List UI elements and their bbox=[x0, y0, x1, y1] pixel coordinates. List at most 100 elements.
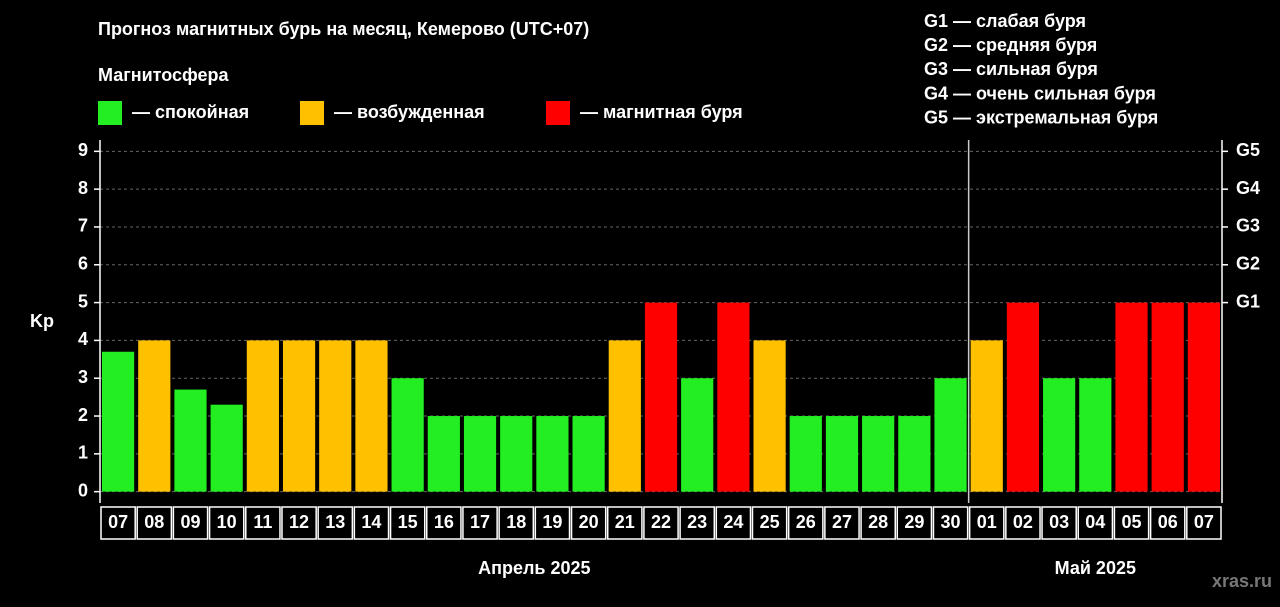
bar bbox=[1187, 302, 1220, 492]
x-tick-label: 07 bbox=[1194, 512, 1214, 532]
bar bbox=[102, 351, 135, 492]
bar bbox=[934, 378, 967, 492]
storm-scale-item: G4 — очень сильная буря bbox=[924, 83, 1156, 103]
bar bbox=[1079, 378, 1112, 492]
category-cell bbox=[389, 506, 426, 540]
bar bbox=[572, 416, 605, 492]
bar bbox=[825, 416, 859, 492]
legend-swatch bbox=[98, 101, 122, 125]
bar bbox=[391, 378, 424, 492]
y-tick-label: 1 bbox=[78, 443, 88, 463]
category-cell bbox=[425, 506, 462, 540]
x-tick-label: 20 bbox=[579, 512, 599, 532]
storm-scale-item: G5 — экстремальная буря bbox=[924, 108, 1158, 128]
bar bbox=[536, 416, 569, 492]
category-cell bbox=[896, 506, 933, 540]
bar bbox=[282, 340, 316, 492]
storm-scale-item: G1 — слабая буря bbox=[924, 11, 1086, 31]
category-cell bbox=[932, 506, 969, 540]
category-cell bbox=[751, 506, 788, 540]
x-tick-label: 30 bbox=[941, 512, 961, 532]
bar bbox=[898, 416, 931, 492]
category-cell bbox=[317, 506, 354, 540]
legend-swatch bbox=[300, 101, 324, 125]
y-tick-label: 4 bbox=[78, 329, 88, 349]
y-tick-label: 6 bbox=[78, 254, 88, 274]
category-cell bbox=[1186, 506, 1222, 540]
category-cell bbox=[281, 506, 317, 540]
x-tick-label: 15 bbox=[398, 512, 418, 532]
category-cell bbox=[643, 506, 679, 540]
x-tick-label: 13 bbox=[325, 512, 345, 532]
x-tick-label: 18 bbox=[506, 512, 526, 532]
x-tick-label: 28 bbox=[868, 512, 888, 532]
category-cell bbox=[100, 506, 136, 540]
bar bbox=[717, 302, 750, 492]
category-cell bbox=[715, 506, 752, 540]
x-tick-label: 12 bbox=[289, 512, 309, 532]
legend-swatch bbox=[546, 101, 570, 125]
month-label: Апрель 2025 bbox=[478, 558, 590, 578]
x-tick-label: 07 bbox=[108, 512, 128, 532]
month-label: Май 2025 bbox=[1055, 558, 1136, 578]
storm-scale-item: G2 — средняя буря bbox=[924, 35, 1097, 55]
bar bbox=[355, 340, 388, 492]
bar bbox=[246, 340, 279, 492]
y-tick-label: 7 bbox=[78, 216, 88, 236]
y-tick-label: 8 bbox=[78, 178, 88, 198]
bar bbox=[862, 416, 895, 492]
y-tick-label: 2 bbox=[78, 405, 88, 425]
y-tick-label: 9 bbox=[78, 140, 88, 160]
chart-title: Прогноз магнитных бурь на месяц, Кемеров… bbox=[98, 19, 589, 39]
x-tick-label: 08 bbox=[144, 512, 164, 532]
chart-subtitle: Магнитосфера bbox=[98, 65, 230, 85]
y2-tick-label: G4 bbox=[1236, 178, 1260, 198]
category-cell bbox=[172, 506, 209, 540]
bar bbox=[174, 389, 207, 492]
bar bbox=[463, 416, 497, 492]
x-tick-label: 04 bbox=[1085, 512, 1105, 532]
x-tick-label: 01 bbox=[977, 512, 997, 532]
category-cell bbox=[606, 506, 643, 540]
category-cell bbox=[136, 506, 173, 540]
x-tick-label: 14 bbox=[361, 512, 381, 532]
x-tick-label: 09 bbox=[180, 512, 200, 532]
watermark: xras.ru bbox=[1212, 571, 1272, 591]
bar bbox=[644, 302, 678, 492]
bar bbox=[319, 340, 352, 492]
bar bbox=[1151, 302, 1184, 492]
category-cell bbox=[1113, 506, 1150, 540]
x-tick-label: 17 bbox=[470, 512, 490, 532]
x-tick-label: 02 bbox=[1013, 512, 1033, 532]
x-tick-label: 27 bbox=[832, 512, 852, 532]
legend-label: — возбужденная bbox=[334, 102, 485, 122]
y-tick-label: 5 bbox=[78, 291, 88, 311]
bar bbox=[608, 340, 641, 492]
bar bbox=[1006, 302, 1040, 492]
y2-tick-label: G1 bbox=[1236, 291, 1260, 311]
x-tick-label: 10 bbox=[217, 512, 237, 532]
x-tick-label: 26 bbox=[796, 512, 816, 532]
x-tick-label: 06 bbox=[1158, 512, 1178, 532]
category-cell bbox=[462, 506, 498, 540]
bar bbox=[1115, 302, 1148, 492]
legend-label: — спокойная bbox=[132, 102, 249, 122]
category-cell bbox=[787, 506, 824, 540]
storm-scale-item: G3 — сильная буря bbox=[924, 59, 1098, 79]
bar bbox=[427, 416, 460, 492]
y2-tick-label: G5 bbox=[1236, 140, 1260, 160]
bar bbox=[138, 340, 171, 492]
bar bbox=[789, 416, 822, 492]
x-tick-label: 21 bbox=[615, 512, 635, 532]
y2-tick-label: G2 bbox=[1236, 254, 1260, 274]
category-cell bbox=[245, 506, 281, 540]
category-cell bbox=[1077, 506, 1114, 540]
category-cell bbox=[679, 506, 716, 540]
y-tick-label: 0 bbox=[78, 480, 88, 500]
x-tick-label: 19 bbox=[542, 512, 562, 532]
category-cell bbox=[968, 506, 1005, 540]
x-tick-label: 25 bbox=[760, 512, 780, 532]
x-tick-label: 22 bbox=[651, 512, 671, 532]
